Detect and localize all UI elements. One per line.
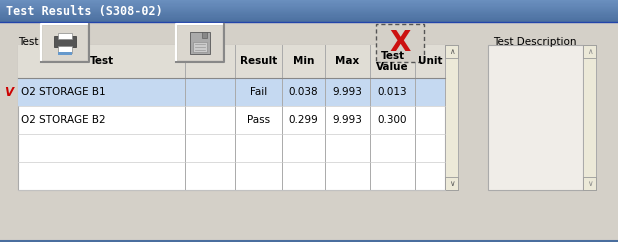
Bar [178,26,222,60]
Bar [0,3,618,4]
Bar [0,11,618,12]
Text: 0.300: 0.300 [378,115,407,125]
Text: V: V [4,85,14,98]
Text: ∨: ∨ [449,179,454,188]
Bar [488,45,583,190]
Bar [18,45,445,78]
Bar [0,16,618,18]
Text: 0.013: 0.013 [378,87,407,97]
Text: 0.038: 0.038 [289,87,318,97]
Bar [176,24,224,62]
Bar [190,32,210,54]
Bar [583,45,596,190]
Text: Test Results: Test Results [18,37,80,47]
Bar [0,21,618,22]
Bar [445,45,458,190]
Text: ∧: ∧ [586,47,592,56]
Bar [445,45,458,58]
Text: 9.993: 9.993 [332,115,362,125]
Bar [583,177,596,190]
Text: Unit: Unit [418,56,442,67]
Bar [43,26,87,60]
Text: 9.993: 9.993 [332,87,362,97]
Bar [0,6,618,7]
Text: Result: Result [240,56,277,67]
Text: O2 STORAGE B2: O2 STORAGE B2 [21,115,106,125]
Bar [0,1,618,2]
Bar [58,52,72,55]
Bar [193,42,207,52]
Bar [583,45,596,58]
Bar [18,45,445,190]
Bar [0,7,618,8]
Text: Min: Min [293,56,314,67]
Text: Test
Value: Test Value [376,51,409,72]
Text: Test Description: Test Description [493,37,577,47]
Text: Fail: Fail [250,87,267,97]
Text: ∧: ∧ [449,47,454,56]
Text: Max: Max [336,56,360,67]
Text: 0.299: 0.299 [289,115,318,125]
Bar [18,78,445,106]
Text: Test Results (S308-02): Test Results (S308-02) [6,5,163,17]
Text: Pass: Pass [247,115,270,125]
Bar [445,177,458,190]
Bar [0,18,618,19]
Bar [202,32,207,38]
Bar [0,4,618,6]
Text: Test: Test [90,56,114,67]
Bar [0,13,618,14]
Bar [54,36,76,47]
Bar [0,15,618,16]
Bar [376,24,424,62]
Bar [0,20,618,21]
Bar [0,8,618,9]
Bar [41,24,89,62]
Bar [58,33,72,39]
Bar [0,0,618,1]
Bar [0,2,618,3]
Text: X: X [389,29,411,57]
Bar [0,9,618,10]
Bar [0,12,618,13]
Bar [0,19,618,20]
Text: ∨: ∨ [586,179,592,188]
Bar [58,46,72,53]
Text: O2 STORAGE B1: O2 STORAGE B1 [21,87,106,97]
Bar [0,14,618,15]
Bar [0,10,618,11]
